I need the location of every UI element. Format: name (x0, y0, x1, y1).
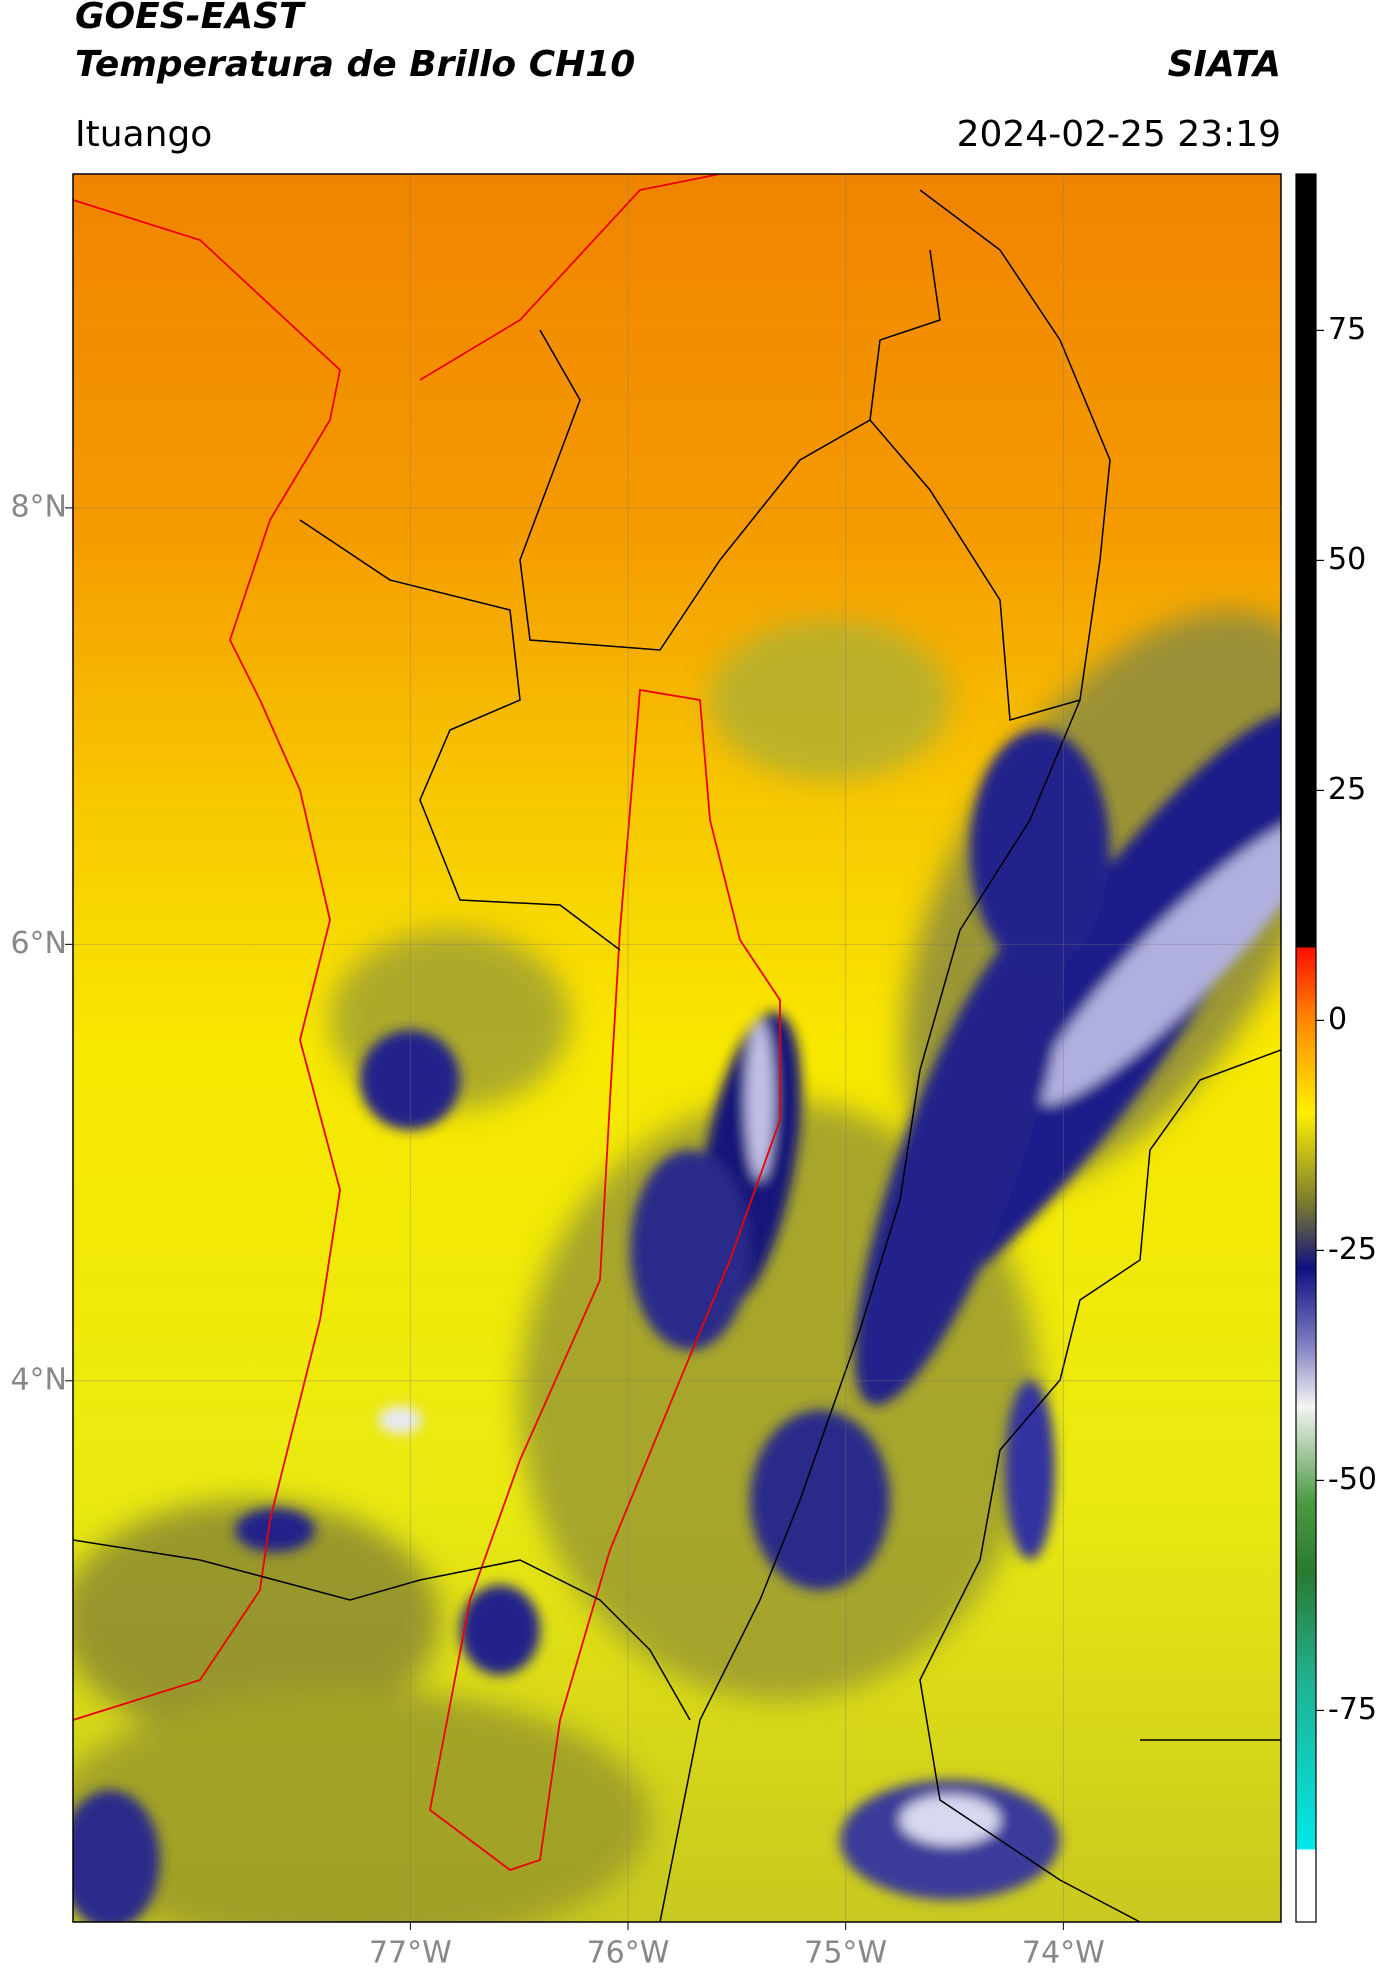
x-tick-label: 74°W (1022, 1936, 1105, 1971)
colorbar (1295, 173, 1317, 1923)
colorbar-tick-label: -75 (1328, 1692, 1377, 1727)
timestamp: 2024-02-25 23:19 (957, 114, 1281, 155)
x-tick-label: 75°W (804, 1936, 887, 1971)
colorbar-tick-label: 25 (1328, 772, 1366, 807)
colorbar-tick-label: 75 (1328, 312, 1366, 347)
colorbar-tick-label: 50 (1328, 542, 1366, 577)
colorbar-tick-label: -25 (1328, 1232, 1377, 1267)
colorbar-tick-label: 0 (1328, 1002, 1347, 1037)
x-tick-label: 77°W (369, 1936, 452, 1971)
map-frame (72, 173, 1282, 1923)
y-tick-label: 4°N (10, 1362, 67, 1397)
region: Ituango (75, 114, 212, 155)
x-tick-label: 76°W (587, 1936, 670, 1971)
agency: SIATA (1168, 44, 1281, 85)
y-tick-label: 6°N (10, 926, 67, 961)
colorbar-tick-label: -50 (1328, 1462, 1377, 1497)
title: GOES-EAST (75, 0, 306, 37)
imagery (73, 174, 1281, 1922)
y-tick-label: 8°N (10, 489, 67, 524)
subtitle: Temperatura de Brillo CH10 (75, 44, 635, 85)
